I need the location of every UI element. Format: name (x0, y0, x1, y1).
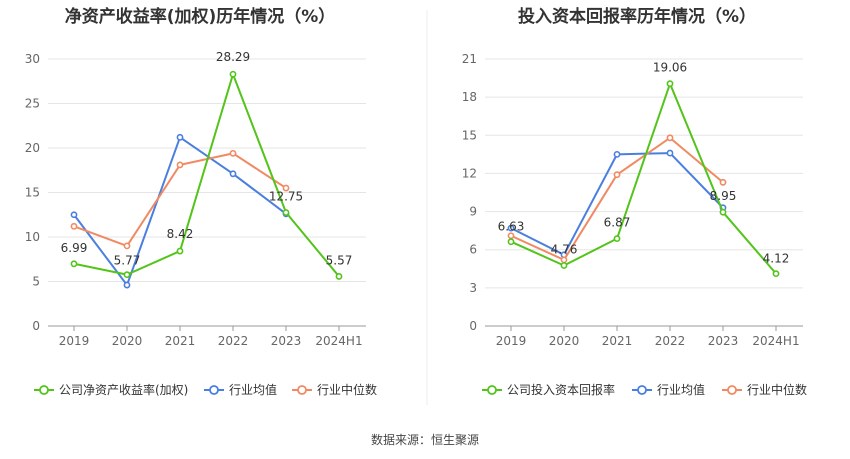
x-tick-label: 2021 (165, 334, 196, 348)
data-label: 4.12 (763, 252, 790, 266)
data-label: 6.63 (498, 220, 525, 234)
data-point-avg (507, 224, 515, 232)
y-tick-label: 10 (25, 230, 40, 244)
x-tick-label: 2024H1 (315, 334, 362, 348)
x-tick-label: 2022 (655, 334, 686, 348)
x-tick-label: 2023 (271, 334, 302, 348)
y-tick-label: 25 (25, 97, 40, 111)
roe-chart-title: 净资产收益率(加权)历年情况（%） (65, 6, 336, 27)
y-tick-label: 0 (469, 319, 477, 333)
x-tick-label: 2024H1 (752, 334, 799, 348)
series-line-company (73, 73, 340, 278)
data-point-company (70, 260, 78, 268)
data-label: 12.75 (269, 190, 303, 204)
data-point-median (70, 222, 78, 230)
data-label: 6.87 (604, 216, 631, 230)
y-tick-label: 0 (32, 319, 40, 333)
data-point-avg (613, 150, 621, 158)
legend-label: 行业中位数 (747, 382, 807, 397)
x-tick-label: 2022 (218, 334, 249, 348)
data-point-median (176, 161, 184, 169)
data-point-median (613, 171, 621, 179)
y-tick-label: 15 (462, 128, 477, 142)
y-tick-label: 6 (469, 243, 477, 257)
y-tick-label: 9 (469, 205, 477, 219)
y-tick-label: 21 (462, 52, 477, 66)
x-tick-label: 2020 (549, 334, 580, 348)
y-tick-label: 30 (25, 52, 40, 66)
data-point-company (560, 262, 568, 269)
data-point-company (719, 208, 727, 216)
data-label: 5.57 (326, 253, 353, 267)
data-point-median (719, 178, 727, 186)
series-line-avg (73, 136, 287, 287)
data-point-avg (123, 281, 131, 289)
roic-chart: 投入资本回报率历年情况（%） 0 3 6 9 12 15 18 21 2019 2020 2021 2… (462, 6, 807, 397)
data-point-avg (176, 133, 184, 141)
data-point-company (507, 238, 515, 246)
legend-label: 行业均值 (229, 382, 277, 397)
data-point-company (176, 247, 184, 255)
x-tick-label: 2019 (496, 334, 527, 348)
legend-item-company[interactable]: 公司净资产收益率(加权) (34, 382, 188, 397)
legend-item-company[interactable]: 公司投入资本回报率 (482, 382, 615, 397)
data-label: 8.42 (167, 227, 194, 241)
data-point-median (282, 184, 290, 192)
roic-chart-title: 投入资本回报率历年情况（%） (518, 6, 756, 27)
legend-label: 行业均值 (657, 382, 705, 397)
legend-item-median[interactable]: 行业中位数 (722, 382, 807, 397)
legend-swatch-marker (637, 385, 647, 395)
data-point-company (666, 80, 674, 88)
data-point-company (613, 235, 621, 243)
legend-item-avg[interactable]: 行业均值 (204, 382, 277, 397)
data-point-company (123, 271, 131, 279)
data-point-company (335, 273, 343, 280)
data-label: 4.76 (551, 242, 578, 256)
data-point-avg (229, 170, 237, 178)
legend-item-median[interactable]: 行业中位数 (292, 382, 377, 397)
y-tick-label: 20 (25, 141, 40, 155)
data-label: 28.29 (216, 50, 250, 64)
data-point-median (123, 242, 131, 250)
legend-item-avg[interactable]: 行业均值 (632, 382, 705, 397)
legend-label: 行业中位数 (317, 382, 377, 397)
data-point-company (282, 209, 290, 216)
x-tick-label: 2019 (59, 334, 90, 348)
legend-label: 公司净资产收益率(加权) (59, 382, 188, 397)
x-tick-label: 2023 (708, 334, 739, 348)
y-tick-label: 18 (462, 90, 477, 104)
data-label: 5.77 (114, 254, 141, 268)
roe-chart: 净资产收益率(加权)历年情况（%） 0 5 10 15 20 25 30 2019 2020 20… (25, 6, 377, 397)
data-label: 6.99 (61, 241, 88, 255)
y-tick-label: 15 (25, 186, 40, 200)
y-tick-label: 5 (32, 275, 40, 289)
x-tick-label: 2020 (112, 334, 143, 348)
legend-swatch-marker (727, 385, 737, 395)
data-point-company (229, 70, 237, 78)
y-tick-label: 3 (469, 281, 477, 295)
data-point-company (772, 270, 780, 278)
y-tick-label: 12 (462, 166, 477, 180)
data-point-avg (666, 149, 674, 157)
data-label: 19.06 (653, 61, 687, 75)
data-point-avg (70, 211, 78, 219)
data-source-footer: 数据来源：恒生聚源 (371, 432, 479, 447)
legend-swatch-marker (209, 385, 219, 395)
data-point-median (229, 149, 237, 157)
legend-swatch-marker (297, 385, 307, 395)
data-point-median (507, 232, 515, 240)
data-point-median (666, 134, 674, 142)
x-tick-label: 2021 (602, 334, 633, 348)
data-point-median (560, 256, 568, 264)
legend-swatch-marker (487, 385, 497, 395)
data-label: 8.95 (710, 189, 737, 203)
legend-swatch-marker (39, 385, 49, 395)
legend-label: 公司投入资本回报率 (507, 382, 615, 397)
series-line-company (510, 82, 777, 275)
